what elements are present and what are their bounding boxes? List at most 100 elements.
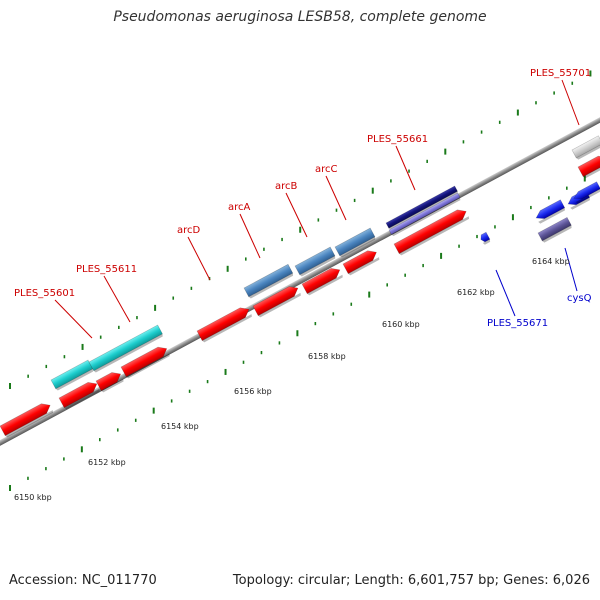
gene-label: PLES_55611: [76, 264, 137, 275]
cog-ples-55611-shape: [88, 324, 163, 372]
cog-arcC: [334, 227, 376, 258]
leader-line: [561, 79, 580, 126]
cog-ples-55661-b: [388, 192, 461, 237]
cog-ples-55661-a: [385, 185, 458, 231]
cds-arcC-bevel: [348, 257, 380, 276]
cds-ples-55601-bevel: [64, 388, 100, 410]
feature-tracks: [0, 135, 600, 438]
cds-ples-55671-shape: [480, 231, 491, 243]
cds-ples-55591-shape: [0, 403, 51, 437]
cds-arcA: [252, 286, 301, 318]
cog-arcC-shape: [334, 227, 376, 257]
cds-arcD-shape: [196, 307, 250, 342]
cds-ples-55681: [573, 181, 600, 204]
cds-arcC: [342, 250, 380, 276]
cog-arcB-shape: [294, 246, 336, 276]
gene-label: PLES_55601: [14, 288, 75, 299]
cds-ples-55611: [120, 346, 170, 379]
cds-cysQ-a-shape: [535, 199, 566, 219]
cds-ples-55601: [58, 382, 100, 410]
cog-arcA-bevel: [248, 273, 294, 299]
kbp-tick-label: 6160 kbp: [382, 320, 420, 329]
cds-ples-55611-shape: [120, 346, 168, 378]
cog-ples-55701-shape: [571, 135, 600, 159]
cog-ples-55611: [88, 324, 163, 373]
kbp-tick-label: 6154 kbp: [161, 422, 199, 431]
leader-line: [54, 299, 93, 339]
kbp-tick-label: 6164 kbp: [532, 257, 570, 266]
gene-label: arcA: [228, 202, 251, 213]
cds-arcA-bevel: [258, 292, 301, 318]
genome-backbone: [0, 108, 600, 455]
cog-ples-55611-bevel: [93, 333, 163, 373]
cog-cysQ: [537, 216, 572, 243]
cog-arcA: [243, 263, 294, 299]
label-leader-lines: [54, 79, 580, 339]
cog-arcA-shape: [243, 263, 294, 298]
cog-arcB-bevel: [299, 255, 336, 277]
cog-ples-55701: [571, 135, 600, 160]
gene-label: arcC: [315, 164, 338, 175]
gene-label: PLES_55671: [487, 318, 548, 329]
leader-line: [187, 236, 211, 281]
backbone-line: [0, 108, 600, 455]
cog-ples-55661-a-bevel: [388, 191, 458, 231]
leader-line: [103, 275, 131, 323]
gene-label: arcD: [177, 225, 201, 236]
map-labels: 6150 kbp 6152 kbp 6154 kbp 6156 kbp 6158 kbp…: [14, 68, 592, 502]
map-title: Pseudomonas aeruginosa LESB58, complete …: [113, 9, 487, 25]
cds-cysQ-a-bevel: [538, 207, 565, 224]
cds-ples-55661: [393, 209, 470, 256]
gene-label: PLES_55661: [367, 134, 428, 145]
cog-arcC-bevel: [339, 236, 376, 258]
cds-ples-55661-bevel: [399, 216, 470, 256]
leader-line: [239, 213, 261, 259]
leader-line: [495, 269, 516, 317]
gene-label: cysQ: [567, 293, 592, 304]
cds-arcC-shape: [342, 250, 377, 275]
cds-ples-55661-shape: [393, 209, 467, 255]
cog-cysQ-shape: [537, 216, 572, 242]
gene-label: PLES_55701: [530, 68, 591, 79]
cds-small: [95, 372, 124, 393]
cds-ples-55681-bevel: [575, 188, 600, 204]
cds-arcB: [301, 268, 343, 296]
cds-cysQ-b-bevel: [570, 197, 590, 210]
cog-ples-55661-a-shape: [385, 185, 458, 229]
cds-arcB-bevel: [307, 274, 343, 296]
cog-ples-55601-bevel: [55, 368, 94, 391]
cds-arcB-shape: [301, 268, 341, 295]
kbp-tick-label: 6158 kbp: [308, 352, 346, 361]
cds-ples-55671: [480, 231, 491, 245]
leader-line: [325, 175, 347, 221]
kbp-tick-label: 6162 kbp: [457, 288, 495, 297]
gene-label: arcB: [275, 181, 298, 192]
accession-text: Accession: NC_011770: [9, 573, 157, 588]
cds-ples-55701-bevel: [583, 162, 600, 179]
cog-ples-55661-b-bevel: [391, 197, 461, 237]
cds-small-shape: [95, 372, 122, 392]
leader-line: [564, 247, 578, 292]
kbp-tick-label: 6152 kbp: [88, 458, 126, 467]
cds-small-bevel: [101, 378, 124, 393]
cds-ples-55591: [0, 403, 54, 438]
kbp-tick-label: 6156 kbp: [234, 387, 272, 396]
backbone-bar: [0, 108, 600, 455]
cds-ples-55671-bevel: [482, 239, 491, 245]
cds-cysQ-a: [535, 199, 566, 224]
gc-dot-tracks: [9, 70, 592, 491]
cds-ples-55601-shape: [58, 382, 98, 409]
kbp-tick-label: 6150 kbp: [14, 493, 52, 502]
cds-ples-55611-bevel: [126, 353, 170, 379]
genome-summary-text: Topology: circular; Length: 6,601,757 bp…: [232, 573, 590, 588]
cds-ples-55591-bevel: [5, 410, 54, 438]
cds-ples-55681-shape: [573, 181, 600, 200]
cog-cysQ-bevel: [542, 225, 572, 243]
cog-ples-55701-bevel: [576, 143, 600, 160]
leader-line: [285, 192, 308, 238]
cds-arcA-shape: [252, 286, 299, 317]
cds-arcD: [196, 307, 252, 343]
leader-line: [395, 145, 416, 191]
cog-arcB: [294, 246, 336, 277]
